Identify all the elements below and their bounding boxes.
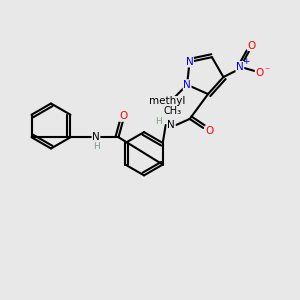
Text: O: O bbox=[255, 68, 263, 77]
Text: H: H bbox=[93, 142, 99, 151]
Text: O: O bbox=[205, 126, 213, 136]
Text: CH₃: CH₃ bbox=[163, 106, 181, 116]
Text: ⁻: ⁻ bbox=[265, 67, 270, 76]
Text: N: N bbox=[183, 80, 191, 90]
Text: +: + bbox=[242, 57, 250, 66]
Text: H: H bbox=[155, 118, 162, 127]
Text: N: N bbox=[186, 57, 194, 67]
Text: O: O bbox=[119, 111, 127, 121]
Text: O: O bbox=[248, 40, 256, 50]
Text: N: N bbox=[167, 120, 175, 130]
Text: methyl: methyl bbox=[149, 96, 186, 106]
Text: N: N bbox=[236, 61, 244, 71]
Text: N: N bbox=[92, 132, 100, 142]
